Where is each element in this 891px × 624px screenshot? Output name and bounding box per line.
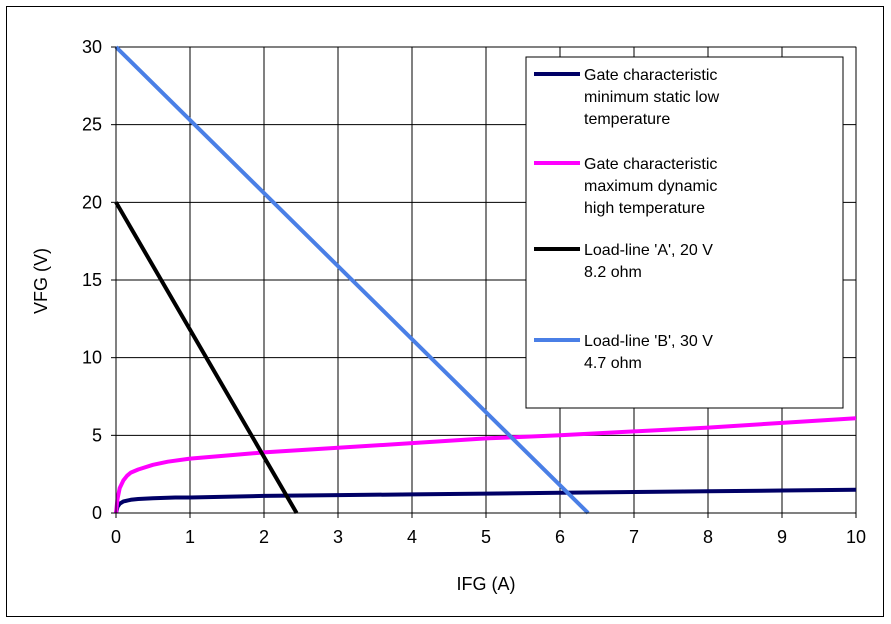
series-line-3	[114, 201, 299, 515]
series-line-2	[114, 416, 857, 514]
x-tick-label: 10	[846, 527, 866, 547]
legend-label-3: 8.2 ohm	[584, 264, 642, 281]
x-tick-label: 6	[555, 527, 565, 547]
series-line-1	[114, 487, 857, 514]
legend-label-4: Load-line 'B', 30 V	[584, 333, 713, 350]
legend-label-1: Gate characteristic	[584, 67, 717, 84]
legend-box	[525, 56, 844, 409]
series-line-4	[114, 45, 590, 515]
legend-label-2: maximum dynamic	[584, 178, 717, 195]
y-axis-title: VFG (V)	[31, 248, 51, 314]
y-tick-label: 10	[82, 348, 102, 368]
legend-label-3: Load-line 'A', 20 V	[584, 242, 713, 259]
y-tick-label: 30	[82, 37, 102, 57]
x-tick-label: 9	[777, 527, 787, 547]
y-tick-label: 0	[92, 503, 102, 523]
series-group	[114, 45, 857, 515]
x-tick-label: 4	[407, 527, 417, 547]
axes: 0 1 2 3 4 5 6 7 8 9 10 0 5 10 15 20 25 30	[82, 37, 866, 547]
legend-label-4: 4.7 ohm	[584, 355, 642, 372]
x-tick-label: 3	[333, 527, 343, 547]
x-tick-label: 1	[185, 527, 195, 547]
x-axis-title: IFG (A)	[457, 574, 516, 594]
legend-label-2: Gate characteristic	[584, 156, 717, 173]
legend: Gate characteristic minimum static low tem…	[525, 56, 844, 409]
y-tick-label: 20	[82, 192, 102, 212]
y-tick-label: 15	[82, 270, 102, 290]
legend-label-2: high temperature	[584, 200, 705, 217]
x-tick-label: 0	[111, 527, 121, 547]
y-tick-label: 5	[92, 425, 102, 445]
x-tick-label: 2	[259, 527, 269, 547]
x-tick-label: 8	[703, 527, 713, 547]
legend-label-1: temperature	[584, 111, 670, 128]
x-tick-label: 7	[629, 527, 639, 547]
x-tick-label: 5	[481, 527, 491, 547]
y-tick-label: 25	[82, 115, 102, 135]
legend-label-1: minimum static low	[584, 89, 720, 106]
